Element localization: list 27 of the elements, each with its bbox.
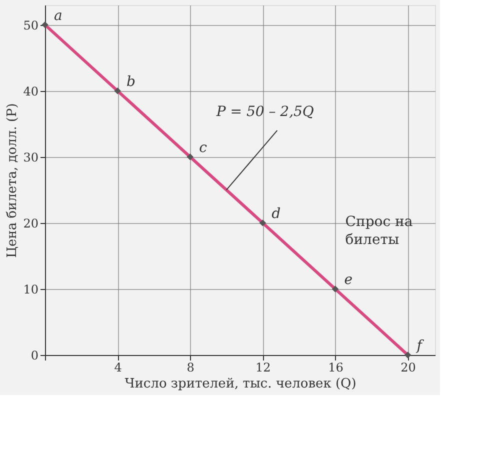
y-tick-label: 40 [23, 84, 38, 98]
annotation: a [54, 8, 62, 24]
point [186, 154, 194, 160]
point [114, 87, 121, 94]
y-tick-label: 50 [23, 18, 38, 32]
annotation: P = 50 – 2,5Q [215, 104, 314, 120]
y-tick-label: 10 [23, 282, 38, 296]
x-tick-label: 20 [400, 360, 416, 374]
annotation: d [272, 206, 281, 222]
annotation: Спрос на билеты [345, 214, 413, 248]
point [332, 286, 339, 292]
x-tick-label: 16 [328, 360, 344, 374]
annotation: c [199, 140, 208, 156]
x-axis-title: Число зрителей, тыс. человек (Q) [124, 376, 356, 392]
annotation: e [344, 272, 353, 288]
x-tick-label: 8 [186, 360, 194, 374]
y-tick-label: 30 [23, 150, 38, 164]
point [259, 220, 266, 226]
annotation: b [126, 74, 136, 90]
x-tick-label: 12 [256, 360, 271, 374]
point [404, 352, 412, 358]
point [42, 21, 48, 28]
annotation: f [416, 338, 425, 354]
x-tick-label: 4 [114, 360, 122, 374]
y-axis-title: Цена билета, долл. (P) [5, 103, 20, 258]
y-tick-label: 0 [30, 348, 38, 362]
y-tick-label: 20 [23, 216, 38, 230]
